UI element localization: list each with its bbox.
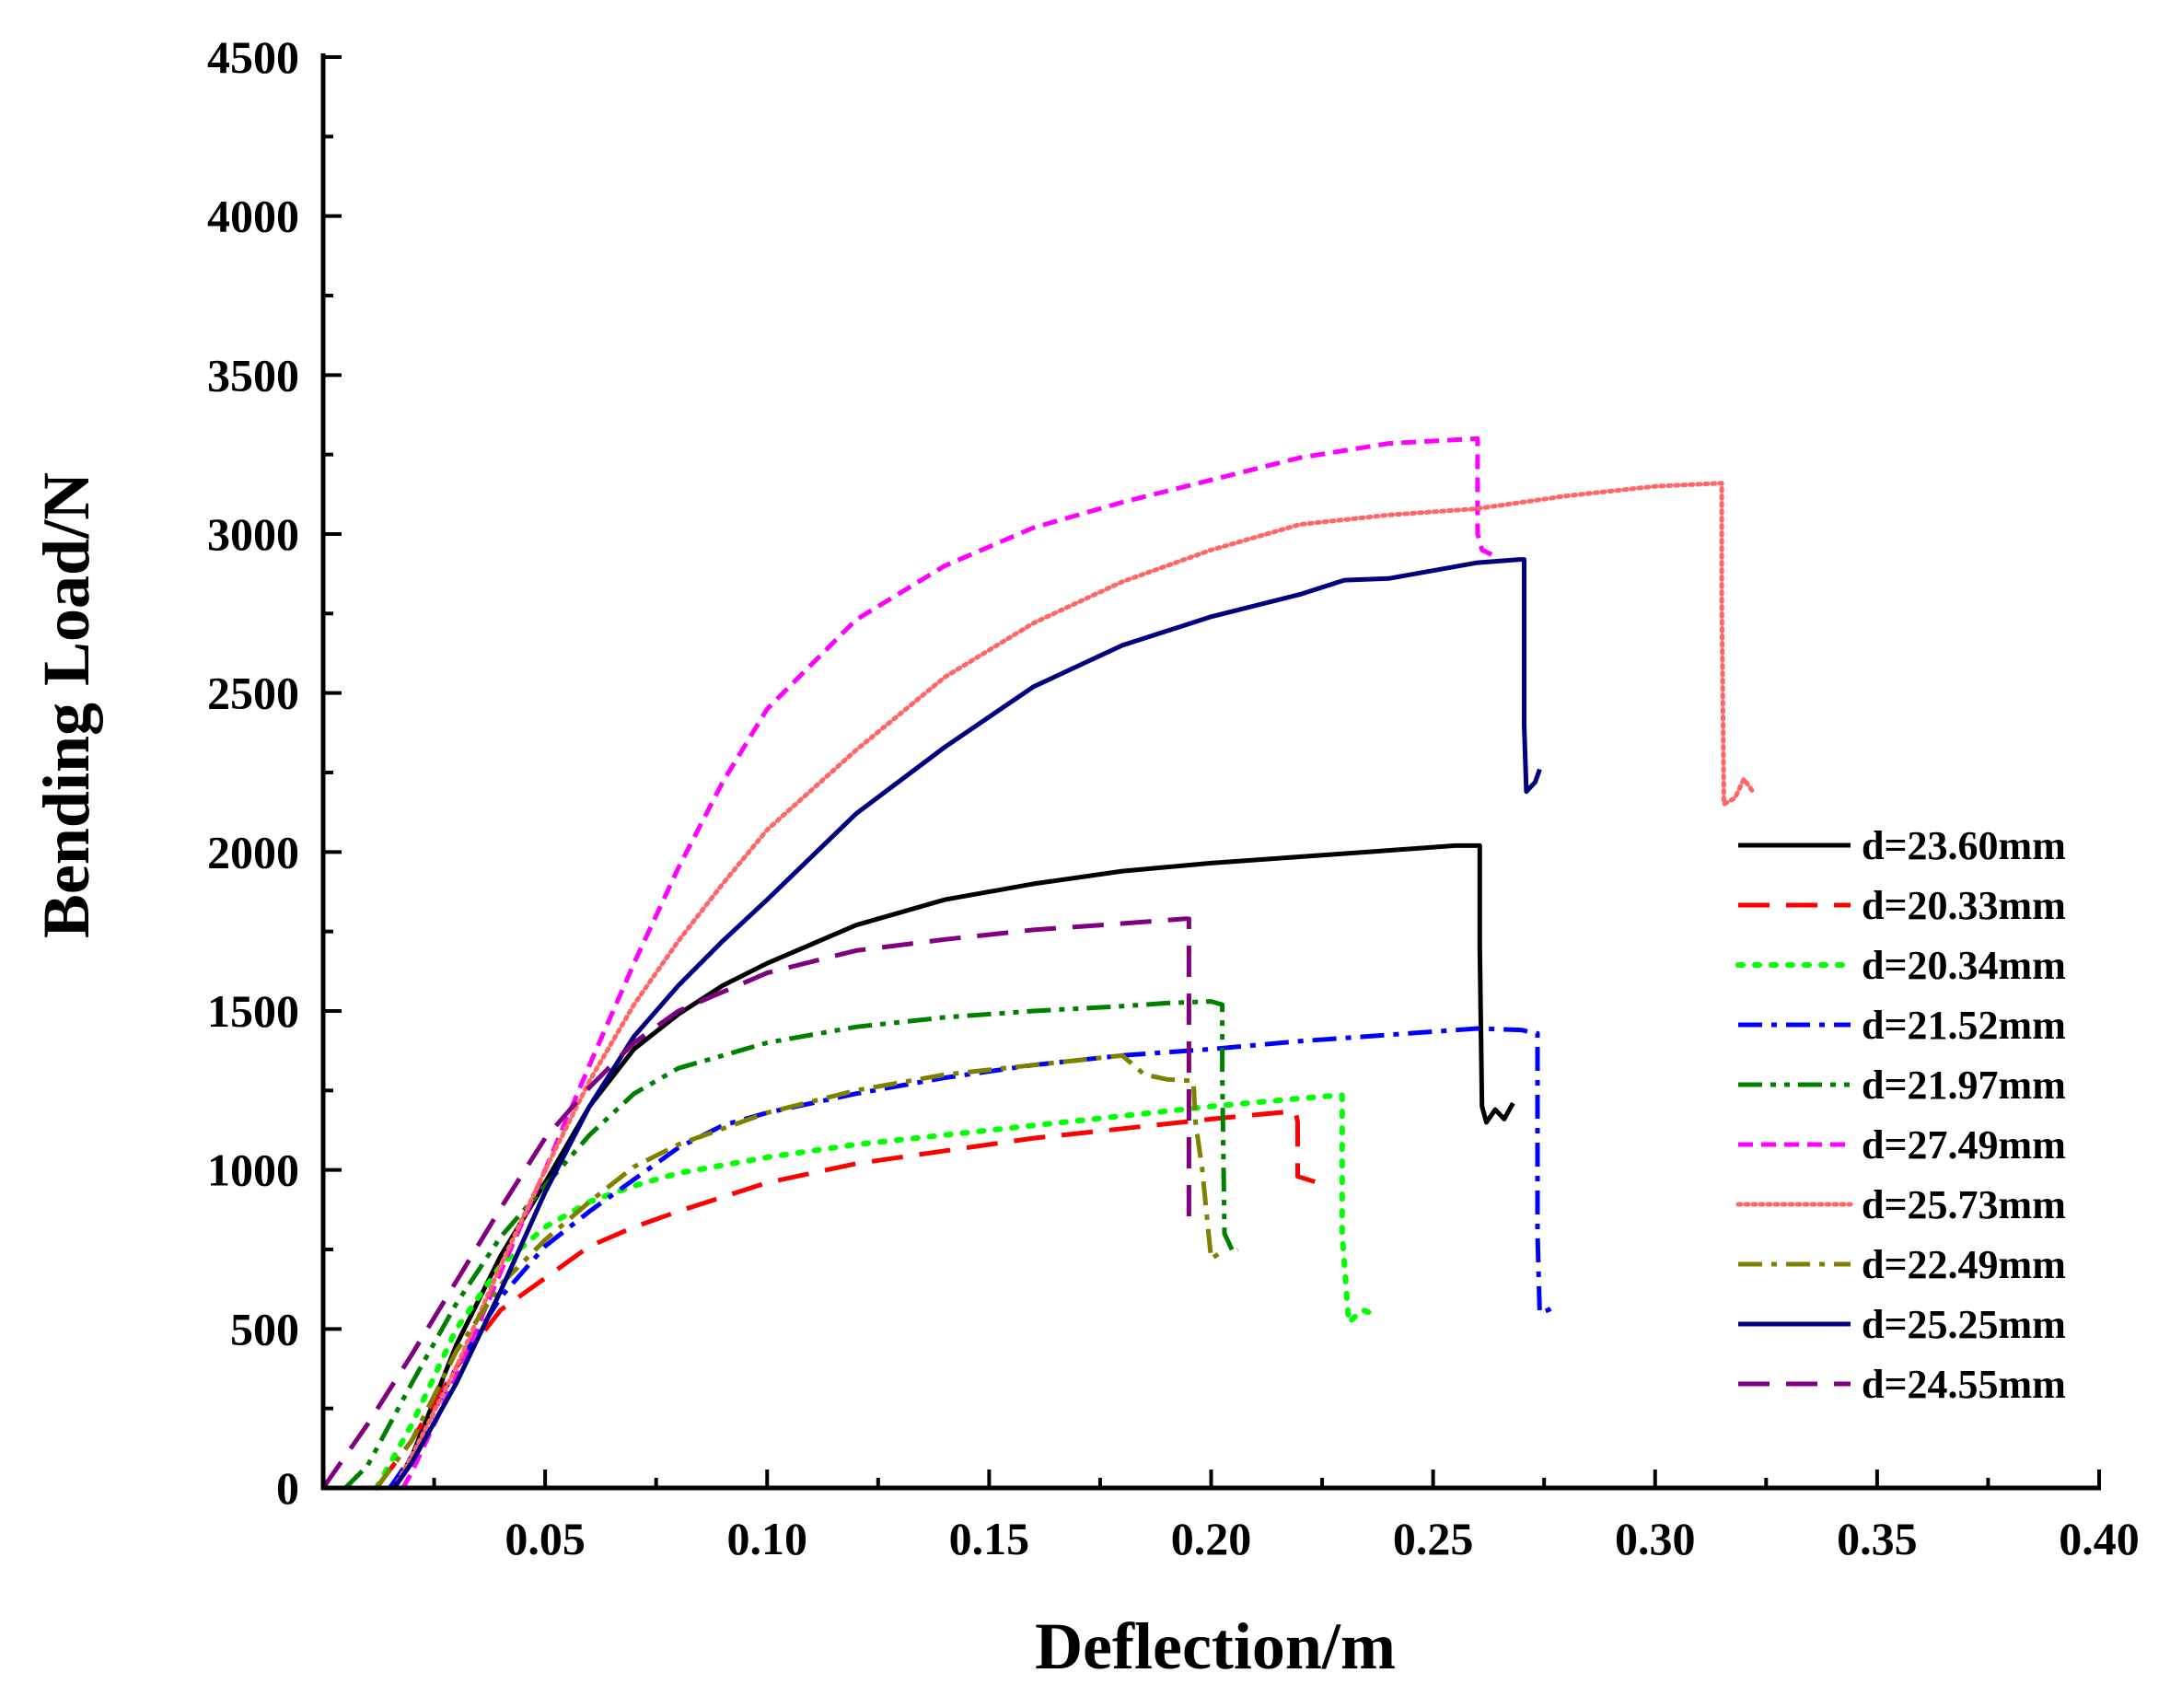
series-line-d-25-25mm [392, 557, 1542, 1490]
legend-item: d=24.55mm [1738, 1362, 2066, 1407]
series-line-d-24-55mm [320, 916, 1191, 1490]
legend-label: d=25.25mm [1862, 1302, 2066, 1347]
x-tick-label: 0.10 [727, 1513, 808, 1564]
legend-item: d=22.49mm [1738, 1242, 2066, 1287]
series-line-d-21-97mm [343, 999, 1239, 1490]
series-line-d-25-73mm [391, 481, 1756, 1491]
y-tick-label: 2000 [207, 826, 299, 877]
x-axis-title: Deflection/m [1035, 1609, 1396, 1683]
x-tick-label: 0.15 [949, 1513, 1030, 1564]
legend-item: d=27.49mm [1738, 1122, 2066, 1168]
y-tick-label: 4000 [207, 191, 299, 242]
x-tick-label: 0.30 [1615, 1513, 1696, 1564]
legend-label: d=20.34mm [1862, 943, 2066, 988]
x-tick-label: 0.35 [1837, 1513, 1918, 1564]
y-tick-label: 1000 [207, 1144, 299, 1196]
x-tick-label: 0.40 [2059, 1513, 2140, 1564]
legend-label: d=25.73mm [1862, 1182, 2066, 1227]
legend-label: d=22.49mm [1862, 1242, 2066, 1287]
y-tick-label: 500 [230, 1303, 299, 1354]
series-line-d-27-49mm [400, 436, 1497, 1490]
legend-item: d=25.73mm [1735, 1182, 2066, 1227]
x-tick-label: 0.20 [1171, 1513, 1252, 1564]
legend-label: d=23.60mm [1862, 823, 2066, 868]
y-axis-title: Bending Load/N [29, 472, 103, 938]
legend-item: d=23.60mm [1738, 823, 2066, 868]
y-tick-label: 2500 [207, 668, 299, 719]
legend-label: d=21.97mm [1862, 1063, 2066, 1108]
y-tick-label: 3000 [207, 508, 299, 560]
series-line-d-20-33mm [374, 1109, 1329, 1490]
legend: d=23.60mm d=20.33mm d=20.34mm d=21.52mm d=21… [1735, 823, 2066, 1407]
legend-label: d=21.52mm [1862, 1003, 2066, 1048]
series-line-d-20-34mm [373, 1092, 1375, 1491]
legend-label: d=27.49mm [1862, 1122, 2066, 1168]
axes: 0 500 1000 1500 2000 2500 3000 3500 4000 4500 0.05… [207, 31, 2140, 1564]
y-tick-label: 3500 [207, 349, 299, 401]
y-tick-label: 4500 [207, 31, 299, 83]
x-tick-label: 0.05 [505, 1513, 586, 1564]
series-line-d-23-60mm [392, 842, 1515, 1490]
plot-area [320, 436, 1756, 1491]
legend-item: d=25.25mm [1738, 1302, 2066, 1347]
y-tick-label: 1500 [207, 985, 299, 1037]
legend-item: d=21.97mm [1738, 1063, 2066, 1108]
legend-item: d=21.52mm [1738, 1003, 2066, 1048]
x-tick-label: 0.25 [1393, 1513, 1474, 1564]
legend-label: d=24.55mm [1862, 1362, 2066, 1407]
legend-item: d=20.33mm [1738, 883, 2066, 928]
legend-item: d=20.34mm [1735, 943, 2066, 988]
y-tick-label: 0 [276, 1462, 299, 1514]
series-line-d-21-52mm [388, 1026, 1560, 1490]
legend-label: d=20.33mm [1862, 883, 2066, 928]
